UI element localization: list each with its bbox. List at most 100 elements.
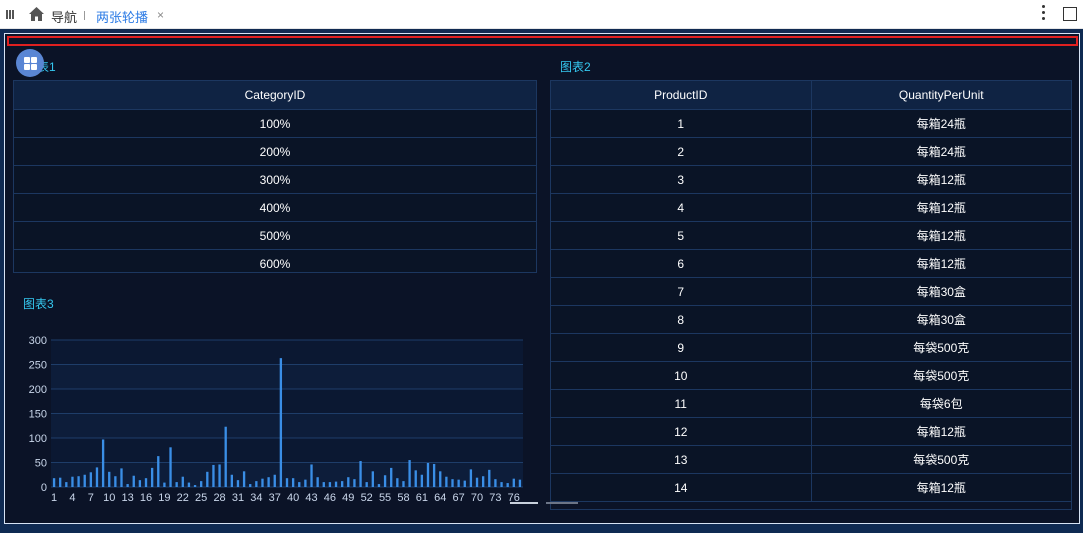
bar[interactable]	[181, 476, 184, 487]
table-row[interactable]: 300%	[14, 165, 536, 194]
bar[interactable]	[114, 476, 117, 487]
tab-carousel[interactable]: 两张轮播	[96, 10, 149, 25]
bar[interactable]	[426, 462, 430, 487]
bar[interactable]	[285, 478, 289, 487]
table-row[interactable]: 8 每箱30盒	[551, 305, 1071, 334]
bar[interactable]	[328, 482, 332, 487]
bar[interactable]	[298, 482, 301, 487]
bar[interactable]	[457, 479, 460, 487]
bar[interactable]	[108, 471, 111, 487]
bar[interactable]	[408, 460, 411, 487]
table-row[interactable]: 11 每袋6包	[551, 389, 1071, 418]
table-row[interactable]: 12 每箱12瓶	[551, 417, 1071, 446]
bar[interactable]	[475, 477, 479, 487]
column-header-productid[interactable]: ProductID	[551, 81, 812, 110]
bar[interactable]	[420, 474, 424, 487]
bar[interactable]	[414, 470, 417, 487]
maximize-icon[interactable]	[1063, 7, 1077, 21]
bar[interactable]	[236, 480, 240, 487]
table-row[interactable]: 400%	[14, 193, 536, 222]
bar[interactable]	[377, 484, 381, 487]
bar[interactable]	[469, 469, 473, 487]
table-row[interactable]: 200%	[14, 137, 536, 166]
bar[interactable]	[77, 476, 80, 487]
bar[interactable]	[249, 484, 252, 487]
table-row[interactable]: 10 每袋500克	[551, 361, 1071, 390]
bar[interactable]	[193, 485, 197, 487]
table-row[interactable]: 500%	[14, 221, 536, 250]
bar[interactable]	[390, 467, 393, 487]
bar[interactable]	[402, 481, 405, 487]
bar[interactable]	[132, 475, 135, 487]
bar[interactable]	[101, 439, 105, 487]
chart2-table-viewport[interactable]: ProductID QuantityPerUnit 1 每箱24瓶 2 每箱24瓶 3 每…	[550, 80, 1072, 510]
bar[interactable]	[506, 483, 509, 487]
bar[interactable]	[267, 477, 270, 487]
bar[interactable]	[334, 481, 338, 487]
bar[interactable]	[347, 477, 350, 487]
bar[interactable]	[120, 468, 123, 487]
table-row[interactable]: 14 每箱12瓶	[551, 473, 1071, 502]
bar[interactable]	[463, 480, 466, 487]
bar[interactable]	[451, 479, 454, 487]
bar[interactable]	[445, 476, 448, 487]
bar[interactable]	[89, 472, 93, 487]
chart1-table-viewport[interactable]: CategoryID 100% 200% 300% 400% 500% 600%	[13, 80, 537, 273]
nav-tab-label[interactable]: 导航	[51, 10, 78, 25]
table-row[interactable]: 100%	[14, 109, 536, 138]
chart3-zoom-track[interactable]	[546, 502, 578, 504]
bar[interactable]	[71, 476, 74, 487]
bar[interactable]	[52, 478, 56, 487]
bar[interactable]	[261, 478, 264, 487]
menu-icon[interactable]	[6, 10, 14, 19]
bar[interactable]	[163, 482, 166, 487]
bar[interactable]	[126, 484, 129, 487]
bar[interactable]	[353, 479, 356, 487]
table-row[interactable]: 2 每箱24瓶	[551, 137, 1071, 166]
bar[interactable]	[316, 477, 319, 487]
bar[interactable]	[518, 479, 522, 487]
bar[interactable]	[59, 477, 62, 487]
bar[interactable]	[481, 476, 485, 487]
bar[interactable]	[488, 469, 491, 487]
bar[interactable]	[279, 358, 283, 487]
home-icon[interactable]	[28, 6, 45, 22]
bar[interactable]	[383, 475, 387, 487]
bar[interactable]	[304, 479, 307, 487]
bar[interactable]	[230, 474, 233, 487]
bar[interactable]	[371, 471, 374, 487]
bar[interactable]	[359, 461, 362, 487]
table-row[interactable]: 13 每袋500克	[551, 445, 1071, 474]
bar[interactable]	[200, 481, 203, 487]
table-row[interactable]: 5 每箱12瓶	[551, 221, 1071, 250]
bar[interactable]	[169, 447, 172, 487]
bar[interactable]	[224, 426, 227, 487]
close-icon[interactable]: ×	[157, 8, 165, 22]
bar[interactable]	[365, 482, 368, 487]
bar[interactable]	[157, 456, 160, 487]
more-vertical-icon[interactable]	[1042, 5, 1046, 22]
table-row[interactable]: 6 每箱12瓶	[551, 249, 1071, 278]
bar[interactable]	[144, 478, 148, 487]
bar[interactable]	[218, 464, 221, 487]
grid-menu-button[interactable]	[16, 49, 44, 77]
table-row[interactable]: 9 每袋500克	[551, 333, 1071, 362]
bar[interactable]	[432, 463, 436, 487]
table-row[interactable]: 1 每箱24瓶	[551, 109, 1071, 138]
bar[interactable]	[255, 481, 258, 487]
bar[interactable]	[396, 478, 399, 487]
bar[interactable]	[500, 482, 503, 487]
column-header[interactable]: CategoryID	[14, 81, 536, 110]
bar[interactable]	[273, 474, 276, 487]
table-row[interactable]: 4 每箱12瓶	[551, 193, 1071, 222]
bar[interactable]	[65, 482, 68, 487]
bar[interactable]	[206, 471, 209, 487]
column-header-quantityperunit[interactable]: QuantityPerUnit	[810, 81, 1071, 110]
table-row[interactable]: 600%	[14, 249, 536, 272]
bar[interactable]	[175, 482, 178, 487]
bar[interactable]	[187, 482, 191, 487]
bar[interactable]	[494, 479, 497, 487]
bar[interactable]	[242, 471, 246, 487]
bar[interactable]	[322, 482, 325, 487]
bar[interactable]	[341, 481, 344, 487]
